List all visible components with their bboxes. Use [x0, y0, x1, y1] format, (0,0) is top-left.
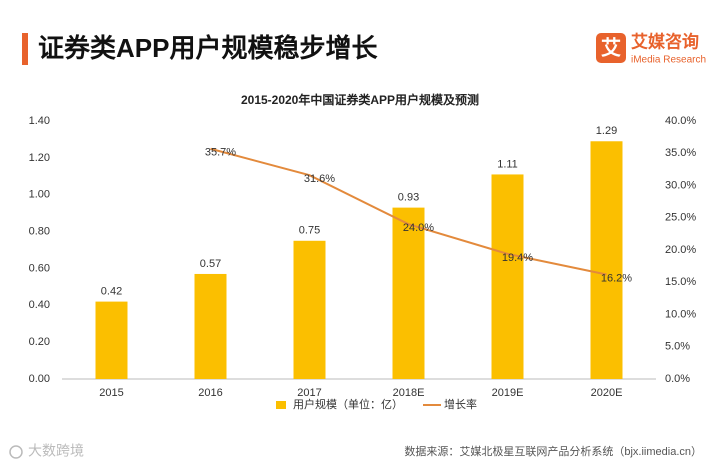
watermark: 大数跨境 [28, 443, 84, 459]
bar [491, 174, 524, 379]
logo-icon [596, 33, 626, 63]
logo-name: 艾媒咨询 [631, 31, 699, 51]
legend-label: 增长率 [444, 397, 477, 411]
x-tick-label: 2017 [297, 387, 321, 399]
bar-value-label: 0.93 [398, 192, 419, 204]
x-tick-label: 2016 [198, 387, 222, 399]
watermark-icon [9, 445, 23, 459]
bar-value-label: 0.42 [101, 286, 122, 298]
y-tick-label: 0.40 [29, 299, 50, 311]
bar [293, 240, 326, 379]
y-tick-label: 0.00 [29, 373, 50, 385]
bar-value-label: 0.75 [299, 225, 320, 237]
line-value-label: 35.7% [205, 147, 236, 159]
growth-line [210, 147, 607, 276]
line-value-label: 31.6% [304, 173, 335, 185]
title-accent [22, 33, 28, 65]
legend-swatch [276, 401, 286, 409]
legend-label: 用户规模（单位：亿） [293, 397, 403, 411]
y2-tick-label: 5.0% [665, 341, 690, 353]
y-tick-label: 1.20 [29, 152, 50, 164]
bar [95, 301, 128, 379]
logo-sub: iMedia Research [631, 55, 706, 66]
line-value-label: 16.2% [601, 272, 632, 284]
bar [392, 207, 425, 379]
bar-value-label: 1.29 [596, 125, 617, 137]
y-tick-label: 1.40 [29, 115, 50, 127]
logo-icon-text: 艾 [601, 36, 621, 59]
page-title: 证券类APP用户规模稳步增长 [38, 33, 378, 63]
y2-tick-label: 35.0% [665, 147, 696, 159]
bar-value-label: 0.57 [200, 258, 221, 270]
y2-tick-label: 10.0% [665, 308, 696, 320]
x-tick-label: 2018E [393, 387, 425, 399]
y2-tick-label: 25.0% [665, 212, 696, 224]
y-tick-label: 1.00 [29, 189, 50, 201]
bar [194, 273, 227, 379]
line-value-label: 19.4% [502, 252, 533, 264]
y-tick-label: 0.80 [29, 225, 50, 237]
y2-tick-label: 15.0% [665, 276, 696, 288]
bar-value-label: 1.11 [497, 158, 518, 170]
x-tick-label: 2019E [492, 387, 524, 399]
chart-title: 2015-2020年中国证券类APP用户规模及预测 [241, 92, 479, 107]
y2-tick-label: 30.0% [665, 179, 696, 191]
source: 数据来源：艾媒北极星互联网产品分析系统（bjx.iimedia.cn） [404, 444, 702, 458]
y-tick-label: 0.60 [29, 262, 50, 274]
line-value-label: 24.0% [403, 222, 434, 234]
y2-tick-label: 0.0% [665, 373, 690, 385]
y2-tick-label: 20.0% [665, 244, 696, 256]
y2-tick-label: 40.0% [665, 115, 696, 127]
y-tick-label: 0.20 [29, 336, 50, 348]
bar [590, 141, 623, 379]
x-tick-label: 2015 [99, 387, 123, 399]
x-tick-label: 2020E [591, 387, 623, 399]
